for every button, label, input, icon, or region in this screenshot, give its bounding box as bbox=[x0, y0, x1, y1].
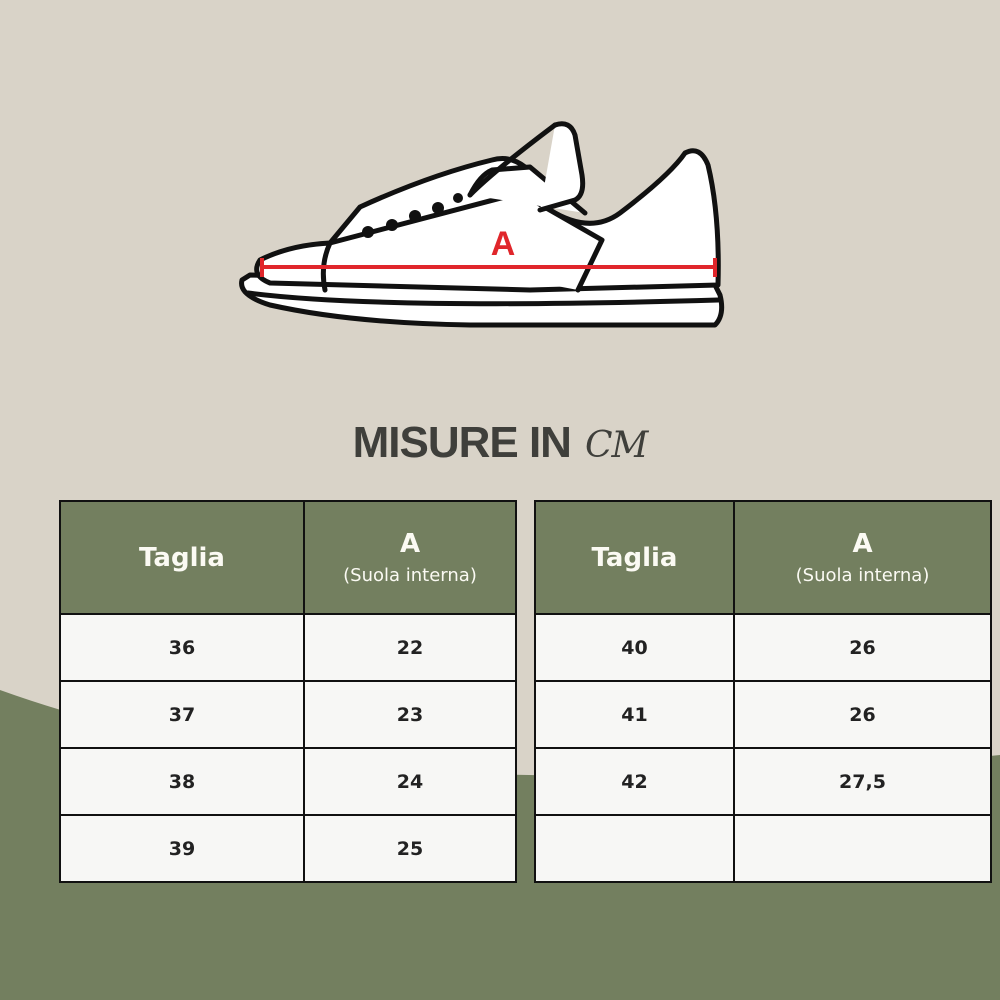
table-row bbox=[534, 814, 992, 883]
table-row: 37 23 bbox=[59, 680, 517, 749]
table-row: 39 25 bbox=[59, 814, 517, 883]
table-row: 41 26 bbox=[534, 680, 992, 749]
page-title: MISURE IN CM bbox=[0, 418, 1000, 468]
table-row: 40 26 bbox=[534, 613, 992, 682]
title-unit: CM bbox=[584, 425, 648, 466]
header-measure: A (Suola interna) bbox=[733, 500, 992, 615]
header-size: Taglia bbox=[534, 500, 735, 615]
table-row: 38 24 bbox=[59, 747, 517, 816]
size-table-left: Taglia A (Suola interna) 36 22 37 23 38 24 3… bbox=[59, 500, 517, 883]
header-measure: A (Suola interna) bbox=[303, 500, 517, 615]
table-row: 42 27,5 bbox=[534, 747, 992, 816]
title-main: MISURE IN bbox=[352, 418, 572, 467]
table-row: 36 22 bbox=[59, 613, 517, 682]
sneaker-diagram: A bbox=[239, 121, 725, 328]
measure-label: A bbox=[491, 225, 516, 263]
size-table-right: Taglia A (Suola interna) 40 26 41 26 42 27,5 bbox=[534, 500, 992, 883]
header-size: Taglia bbox=[59, 500, 305, 615]
